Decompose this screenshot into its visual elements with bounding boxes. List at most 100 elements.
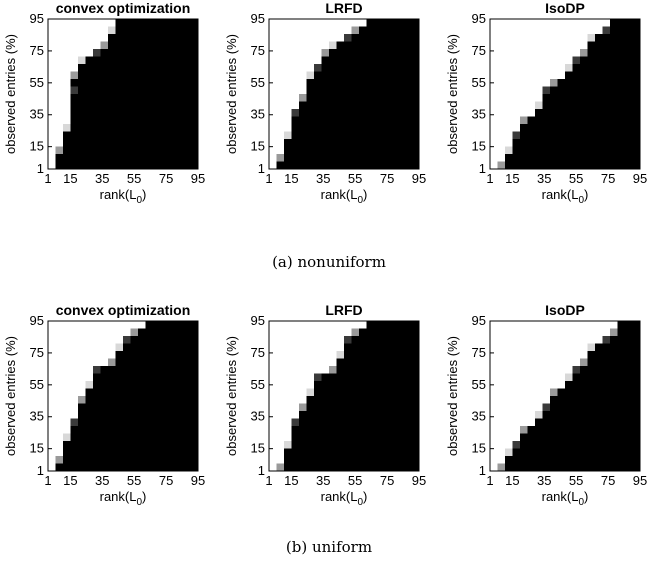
x-tick-label: 55 xyxy=(127,473,141,488)
panel-title: IsoDP xyxy=(545,0,585,16)
heatmap-panel: LRFD 1 15 35 55 75 95 95 75 55 35 15 1 rank(L0) observ… xyxy=(224,302,426,508)
x-tick-label: 75 xyxy=(601,473,615,488)
plot-frame xyxy=(489,320,641,472)
transition-cell xyxy=(85,381,93,389)
subfigure-caption: (b) uniform xyxy=(286,538,372,556)
transition-cell xyxy=(565,64,573,72)
transition-cell xyxy=(535,101,543,109)
transition-cell xyxy=(123,336,131,344)
x-tick-label: 55 xyxy=(569,171,583,186)
transition-cell xyxy=(93,366,101,374)
y-tick-label: 1 xyxy=(37,463,44,478)
transition-cell xyxy=(93,49,101,57)
y-tick-label: 95 xyxy=(251,313,265,328)
transition-cell xyxy=(306,71,314,79)
transition-cell xyxy=(520,426,528,434)
plot-frame xyxy=(268,320,420,472)
y-tick-label: 35 xyxy=(472,409,486,424)
transition-cell xyxy=(291,418,299,426)
transition-cell xyxy=(505,146,513,154)
x-tick-label: 1 xyxy=(486,171,493,186)
transition-cell xyxy=(344,34,352,42)
heatmap-panel: IsoDP 1 15 35 55 75 95 95 75 55 35 15 1 rank(L0) obser… xyxy=(445,302,647,508)
transition-cell xyxy=(108,358,116,366)
x-tick-label: 35 xyxy=(537,171,551,186)
x-tick-label: 55 xyxy=(127,171,141,186)
x-tick-label: 35 xyxy=(316,171,330,186)
y-tick-label: 55 xyxy=(251,377,265,392)
x-tick-label: 35 xyxy=(95,171,109,186)
y-tick-label: 75 xyxy=(251,345,265,360)
y-tick-label: 35 xyxy=(30,107,44,122)
transition-cell xyxy=(115,343,123,351)
y-tick-label: 35 xyxy=(472,107,486,122)
y-tick-label: 35 xyxy=(30,409,44,424)
transition-cell xyxy=(512,441,520,449)
transition-cell xyxy=(550,79,558,87)
transition-cell xyxy=(314,373,322,381)
y-tick-label: 1 xyxy=(258,161,265,176)
x-tick-label: 1 xyxy=(486,473,493,488)
transition-cell xyxy=(565,373,573,381)
transition-cell xyxy=(314,64,322,72)
x-tick-label: 95 xyxy=(412,473,426,488)
transition-cell xyxy=(70,418,78,426)
transition-cell xyxy=(572,366,580,374)
y-tick-label: 75 xyxy=(472,43,486,58)
transition-cell xyxy=(580,358,588,366)
y-tick-label: 55 xyxy=(472,377,486,392)
y-tick-label: 55 xyxy=(472,75,486,90)
x-tick-label: 95 xyxy=(191,473,205,488)
x-tick-label: 95 xyxy=(191,171,205,186)
transition-cell xyxy=(299,94,307,102)
success-region xyxy=(48,321,153,471)
x-tick-label: 15 xyxy=(505,171,519,186)
transition-cell xyxy=(55,456,63,464)
x-tick-label: 55 xyxy=(348,473,362,488)
transition-cell xyxy=(321,49,329,57)
y-tick-label: 35 xyxy=(251,107,265,122)
transition-cell xyxy=(130,328,138,336)
x-tick-label: 15 xyxy=(284,171,298,186)
transition-cell xyxy=(542,86,550,94)
y-tick-label: 75 xyxy=(472,345,486,360)
transition-cell xyxy=(512,131,520,139)
y-tick-label: 1 xyxy=(258,463,265,478)
panel-title: IsoDP xyxy=(545,302,585,318)
transition-cell xyxy=(336,351,344,359)
x-tick-label: 75 xyxy=(601,171,615,186)
x-axis-label: rank(L0) xyxy=(542,187,589,206)
transition-cell xyxy=(306,388,314,396)
transition-cell xyxy=(100,41,108,49)
x-tick-label: 75 xyxy=(380,473,394,488)
x-tick-label: 15 xyxy=(284,473,298,488)
y-tick-label: 75 xyxy=(30,345,44,360)
transition-cell xyxy=(535,411,543,419)
x-axis-label: rank(L0) xyxy=(100,489,147,508)
x-tick-label: 35 xyxy=(537,473,551,488)
y-tick-label: 75 xyxy=(251,43,265,58)
y-tick-label: 95 xyxy=(472,11,486,26)
x-tick-label: 1 xyxy=(265,171,272,186)
y-tick-label: 15 xyxy=(251,441,265,456)
transition-cell xyxy=(572,56,580,64)
y-tick-label: 15 xyxy=(472,139,486,154)
transition-cell xyxy=(610,328,618,336)
y-tick-label: 55 xyxy=(30,377,44,392)
transition-cell xyxy=(520,116,528,124)
y-tick-label: 1 xyxy=(37,161,44,176)
x-axis-label: rank(L0) xyxy=(321,187,368,206)
y-axis-label: observed entries (%) xyxy=(3,34,18,154)
y-tick-label: 55 xyxy=(251,75,265,90)
panel-title: convex optimization xyxy=(56,302,191,318)
transition-cell xyxy=(284,441,292,449)
panel-title: LRFD xyxy=(325,0,362,16)
y-tick-label: 95 xyxy=(30,11,44,26)
y-axis-label: observed entries (%) xyxy=(224,336,239,456)
transition-cell xyxy=(70,71,78,79)
y-tick-label: 55 xyxy=(30,75,44,90)
plot-frame xyxy=(47,18,199,170)
x-tick-label: 35 xyxy=(316,473,330,488)
panel-title: convex optimization xyxy=(56,0,191,16)
y-axis-label: observed entries (%) xyxy=(445,34,460,154)
